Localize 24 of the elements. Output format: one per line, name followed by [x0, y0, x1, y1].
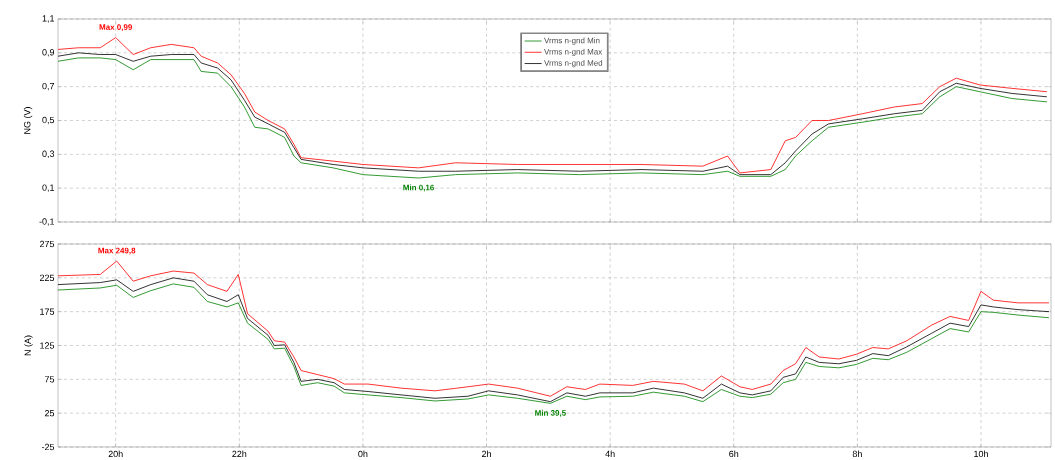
- y-tick-label: 275: [39, 240, 55, 247]
- y-tick-label: 225: [39, 274, 55, 281]
- y-tick-label: 0,5: [42, 116, 55, 124]
- y-tick-label: -0,1: [39, 218, 55, 226]
- x-tick-label: 22h: [232, 450, 247, 457]
- y-tick-label: 125: [40, 342, 55, 349]
- y-tick-label: 0,3: [42, 150, 55, 158]
- x-tick-label: 4h: [605, 450, 615, 457]
- x-tick-label: 10h: [974, 450, 988, 457]
- y-tick-label: 0,7: [42, 82, 55, 91]
- x-tick-label: 2h: [481, 450, 491, 457]
- x-tick-label: 20h: [108, 450, 123, 457]
- y-tick-label: 175: [40, 308, 55, 315]
- y-tick-label: 0,1: [42, 184, 55, 192]
- x-tick-label: 0h: [358, 450, 368, 457]
- y-axis-title: NG (V): [23, 106, 33, 134]
- y-tick-label: 0,9: [42, 48, 55, 57]
- y-tick-label: -25: [41, 443, 55, 450]
- y-tick-label: 25: [44, 409, 55, 417]
- x-tick-label: 8h: [852, 450, 862, 457]
- x-tick-label: 6h: [729, 450, 739, 457]
- y-tick-label: 75: [44, 376, 55, 383]
- y-tick-label: 1,1: [42, 15, 55, 23]
- y-axis-title: N (A): [24, 335, 33, 356]
